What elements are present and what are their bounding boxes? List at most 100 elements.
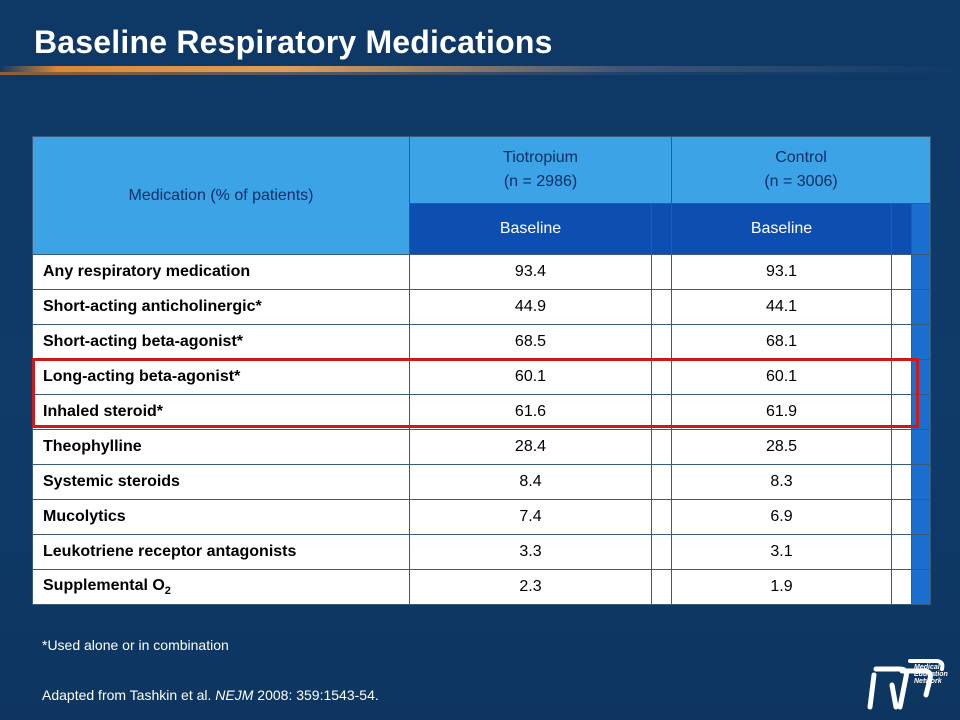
medication-column-header: Medication (% of patients) [32, 136, 410, 255]
medication-name-cell: Theophylline [32, 429, 410, 465]
tiotropium-blank-cell [650, 499, 673, 535]
control-group-header: Control (n = 3006) [671, 136, 932, 204]
medication-name-cell: Short-acting anticholinergic* [32, 289, 410, 325]
control-value-cell: 6.9 [671, 499, 893, 535]
table-edge-strip-cell [911, 499, 932, 535]
control-blank-cell [891, 534, 913, 570]
network-logo-icon [867, 659, 945, 710]
medication-name-cell: Mucolytics [32, 499, 410, 535]
tiotropium-value-cell: 61.6 [409, 394, 652, 430]
control-baseline-header: Baseline [671, 203, 893, 255]
page-title: Baseline Respiratory Medications [34, 24, 553, 60]
tiotropium-value-cell: 2.3 [409, 569, 652, 605]
medication-name: Any respiratory medication [43, 263, 251, 280]
tiotropium-value-cell: 7.4 [409, 499, 652, 535]
control-blank-cell [891, 464, 913, 500]
tiotropium-blank-cell [650, 569, 673, 605]
medication-name-cell: Long-acting beta-agonist* [32, 359, 410, 395]
table-edge-strip-cell [911, 534, 932, 570]
medication-name: Systemic steroids [43, 473, 180, 490]
medication-name: Inhaled steroid* [43, 403, 164, 420]
logo-text: Medical Education Network [914, 664, 948, 685]
tiotropium-value-cell: 28.4 [409, 429, 652, 465]
source-journal: NEJM [215, 687, 254, 703]
table-edge-strip-cell [911, 429, 932, 465]
tiotropium-blank-cell [650, 394, 673, 430]
tiotropium-value-cell: 93.4 [409, 254, 652, 290]
medication-subscript: 2 [164, 585, 171, 598]
medication-name-cell: Systemic steroids [32, 464, 410, 500]
medications-table: Medication (% of patients) Tiotropium (n… [32, 136, 932, 605]
medication-name-cell: Any respiratory medication [32, 254, 410, 290]
tiotropium-blank-cell [650, 254, 673, 290]
logo-text-line2: Education [914, 671, 948, 678]
tiotropium-group-name: Tiotropium [503, 149, 578, 166]
source-suffix: 2008: 359:1543-54. [253, 687, 379, 703]
table-edge-strip-cell [911, 324, 932, 360]
tiotropium-blank-cell [650, 534, 673, 570]
tiotropium-blank-cell [650, 289, 673, 325]
title-underline [0, 66, 960, 72]
tiotropium-blank-cell [650, 464, 673, 500]
tiotropium-blank-cell [650, 324, 673, 360]
control-value-cell: 61.9 [671, 394, 893, 430]
tiotropium-baseline-header: Baseline [409, 203, 652, 255]
tiotropium-value-cell: 8.4 [409, 464, 652, 500]
control-blank-cell [891, 359, 913, 395]
control-blank-cell [891, 324, 913, 360]
medication-name-cell: Supplemental O2 [32, 569, 410, 605]
table-row: Systemic steroids 8.4 8.3 [32, 464, 932, 500]
tiotropium-value-cell: 44.9 [409, 289, 652, 325]
tiotropium-blank-header [650, 203, 673, 255]
control-blank-cell [891, 289, 913, 325]
medication-name: Mucolytics [43, 508, 126, 525]
table-row: Leukotriene receptor antagonists 3.3 3.1 [32, 534, 932, 570]
control-blank-cell [891, 569, 913, 605]
medication-name-cell: Short-acting beta-agonist* [32, 324, 410, 360]
footnote: *Used alone or in combination [42, 637, 229, 653]
control-value-cell: 93.1 [671, 254, 893, 290]
control-value-cell: 28.5 [671, 429, 893, 465]
medication-name: Long-acting beta-agonist* [43, 368, 241, 385]
table-row: Inhaled steroid* 61.6 61.9 [32, 394, 932, 430]
medication-name-cell: Leukotriene receptor antagonists [32, 534, 410, 570]
table-edge-strip-cell [911, 394, 932, 430]
control-blank-cell [891, 254, 913, 290]
control-group-n: (n = 3006) [764, 173, 838, 190]
title-underline-shadow [0, 72, 960, 75]
medication-name-cell: Inhaled steroid* [32, 394, 410, 430]
tiotropium-group-n: (n = 2986) [503, 173, 578, 190]
table-body: Any respiratory medication 93.4 93.1 Short-… [32, 254, 932, 605]
source-citation: Adapted from Tashkin et al. NEJM 2008: 3… [42, 687, 379, 703]
control-blank-cell [891, 429, 913, 465]
tiotropium-group-header: Tiotropium (n = 2986) [408, 136, 673, 204]
table-row: Supplemental O2 2.3 1.9 [32, 569, 932, 605]
table-row: Short-acting beta-agonist* 68.5 68.1 [32, 324, 932, 360]
table-row: Any respiratory medication 93.4 93.1 [32, 254, 932, 290]
table-edge-strip-cell [911, 464, 932, 500]
control-blank-cell [891, 394, 913, 430]
control-value-cell: 1.9 [671, 569, 893, 605]
control-blank-header [891, 203, 913, 255]
control-value-cell: 60.1 [671, 359, 893, 395]
control-blank-cell [891, 499, 913, 535]
table-row: Mucolytics 7.4 6.9 [32, 499, 932, 535]
medication-header-label: Medication (% of patients) [128, 186, 314, 204]
table-row: Theophylline 28.4 28.5 [32, 429, 932, 465]
source-prefix: Adapted from Tashkin et al. [42, 687, 216, 703]
table-subheader-row: Baseline Baseline [33, 203, 932, 255]
control-value-cell: 8.3 [671, 464, 893, 500]
medication-name: Leukotriene receptor antagonists [43, 543, 297, 560]
logo-text-line3: Network [914, 678, 942, 685]
medication-name: Short-acting anticholinergic* [43, 298, 262, 315]
table-edge-strip-cell [911, 289, 932, 325]
control-value-cell: 68.1 [671, 324, 893, 360]
table-edge-strip [911, 203, 932, 255]
table-row: Long-acting beta-agonist* 60.1 60.1 [32, 359, 932, 395]
medication-name: Supplemental O [43, 576, 165, 594]
table-edge-strip-cell [911, 359, 932, 395]
logo-text-line1: Medical [914, 664, 940, 671]
tiotropium-blank-cell [650, 429, 673, 465]
medication-name: Theophylline [43, 438, 142, 455]
